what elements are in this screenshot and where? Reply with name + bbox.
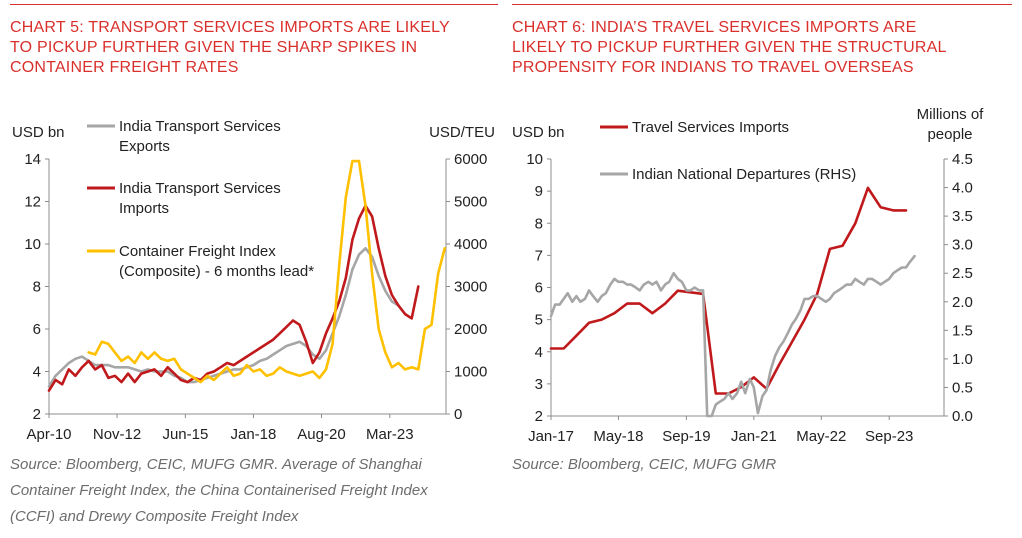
chart-6-right-tick-label: 0.0 (952, 408, 973, 425)
chart-5-source: Source: Bloomberg, CEIC, MUFG GMR. Avera… (10, 452, 428, 530)
chart-6-right-tick-label: 1.5 (952, 322, 973, 339)
chart-6-series-line (549, 186, 908, 395)
chart-6-x-tick-label: May-18 (593, 428, 643, 445)
chart-5-y-axis-label-right: USD/TEU (429, 124, 495, 141)
chart-5-left-tick-label: 2 (33, 406, 41, 423)
chart-6-title-line: CHART 6: INDIA’S TRAVEL SERVICES IMPORTS… (512, 19, 917, 36)
chart-6-title-line: LIKELY TO PICKUP FURTHER GIVEN THE STRUC… (512, 39, 947, 56)
chart-5-legend-label: Exports (119, 138, 170, 155)
chart-5-left-tick-label: 6 (33, 321, 41, 338)
chart-5-source-line: Container Freight Index, the China Conta… (10, 482, 428, 499)
chart-6-right-tick-label: 3.0 (952, 237, 973, 254)
chart-6-left-tick-label: 4 (535, 344, 543, 361)
chart-5-series-line (47, 247, 400, 388)
chart-5-legend-label: Imports (119, 200, 169, 217)
chart-5-legend-label: (Composite) - 6 months lead* (119, 263, 314, 280)
chart-6-left-tick-label: 9 (535, 183, 543, 200)
chart-5-x-tick-label: Jan-18 (230, 426, 276, 443)
chart-6-top-rule (512, 4, 1012, 5)
chart-5-right-tick-label: 5000 (454, 194, 487, 211)
chart-5-right-tick-label: 4000 (454, 236, 487, 253)
chart-5-legend-label: Container Freight Index (119, 243, 276, 260)
chart-5-x-tick-label: Jun-15 (162, 426, 208, 443)
chart-6-y-axis-label-right: people (927, 126, 972, 143)
chart-6-left-tick-label: 3 (535, 376, 543, 393)
chart-6-right-tick-label: 0.5 (952, 379, 973, 396)
chart-6-right-tick-label: 2.0 (952, 294, 973, 311)
chart-5-x-tick-label: Aug-20 (297, 426, 345, 443)
chart-5-x-tick-label: Apr-10 (26, 426, 71, 443)
chart-5-top-rule (10, 4, 498, 5)
chart-6-legend-label: Indian National Departures (RHS) (632, 166, 856, 183)
chart-5-left-tick-label: 4 (33, 364, 41, 381)
chart-5-title: CHART 5: TRANSPORT SERVICES IMPORTS ARE … (10, 18, 450, 78)
chart-6-source-line: Source: Bloomberg, CEIC, MUFG GMR (512, 456, 777, 473)
chart-5-right-tick-label: 2000 (454, 321, 487, 338)
chart-5-right-tick-label: 3000 (454, 279, 487, 296)
chart-6-x-tick-label: Sep-23 (865, 428, 913, 445)
chart-5-title-line: CONTAINER FREIGHT RATES (10, 59, 239, 76)
chart-5-source-line: (CCFI) and Drewy Composite Freight Index (10, 508, 299, 525)
chart-5-right-tick-label: 0 (454, 406, 462, 423)
chart-6-title-line: PROPENSITY FOR INDIANS TO TRAVEL OVERSEA… (512, 59, 914, 76)
chart-6-x-tick-label: Jan-21 (731, 428, 777, 445)
chart-6-x-tick-label: May-22 (796, 428, 846, 445)
chart-5-right-tick-label: 1000 (454, 364, 487, 381)
chart-5-legend-label: India Transport Services (119, 118, 281, 135)
chart-5-legend-label: India Transport Services (119, 180, 281, 197)
chart-5-source-line: Source: Bloomberg, CEIC, MUFG GMR. Avera… (10, 456, 422, 473)
chart-6-y-axis-label-left: USD bn (512, 124, 565, 141)
chart-6-y-axis-label-right: Millions of (917, 106, 985, 123)
chart-6-title: CHART 6: INDIA’S TRAVEL SERVICES IMPORTS… (512, 18, 947, 78)
chart-5-series-line (47, 204, 420, 392)
chart-6-left-tick-label: 8 (535, 215, 543, 232)
chart-5-right-tick-label: 6000 (454, 151, 487, 168)
chart-6-left-tick-label: 10 (526, 151, 543, 168)
chart-6-right-tick-label: 4.0 (952, 180, 973, 197)
chart-6-right-tick-label: 3.5 (952, 208, 973, 225)
chart-5-left-tick-label: 14 (24, 151, 41, 168)
chart-5-title-line: TO PICKUP FURTHER GIVEN THE SHARP SPIKES… (10, 39, 418, 56)
chart-6-legend-label: Travel Services Imports (632, 119, 789, 136)
chart-6-x-tick-label: Jan-17 (528, 428, 574, 445)
chart-5-x-tick-label: Mar-23 (366, 426, 414, 443)
chart-6-left-tick-label: 5 (535, 312, 543, 329)
chart-6-left-tick-label: 7 (535, 247, 543, 264)
chart-6-series-line (549, 254, 916, 418)
chart-5-x-tick-label: Nov-12 (93, 426, 141, 443)
chart-5-series-line (87, 159, 447, 384)
chart-6-left-tick-label: 6 (535, 280, 543, 297)
chart-6-right-tick-label: 2.5 (952, 265, 973, 282)
chart-6-right-tick-label: 4.5 (952, 151, 973, 168)
chart-6-right-tick-label: 1.0 (952, 351, 973, 368)
chart-5-left-tick-label: 12 (24, 194, 41, 211)
chart-5-left-tick-label: 8 (33, 279, 41, 296)
chart-6-x-tick-label: Sep-19 (662, 428, 710, 445)
chart-6-source: Source: Bloomberg, CEIC, MUFG GMR (512, 452, 776, 478)
chart-5-title-line: CHART 5: TRANSPORT SERVICES IMPORTS ARE … (10, 19, 450, 36)
chart-5-y-axis-label-left: USD bn (12, 124, 65, 141)
chart-6-left-tick-label: 2 (535, 408, 543, 425)
chart-5-left-tick-label: 10 (24, 236, 41, 253)
